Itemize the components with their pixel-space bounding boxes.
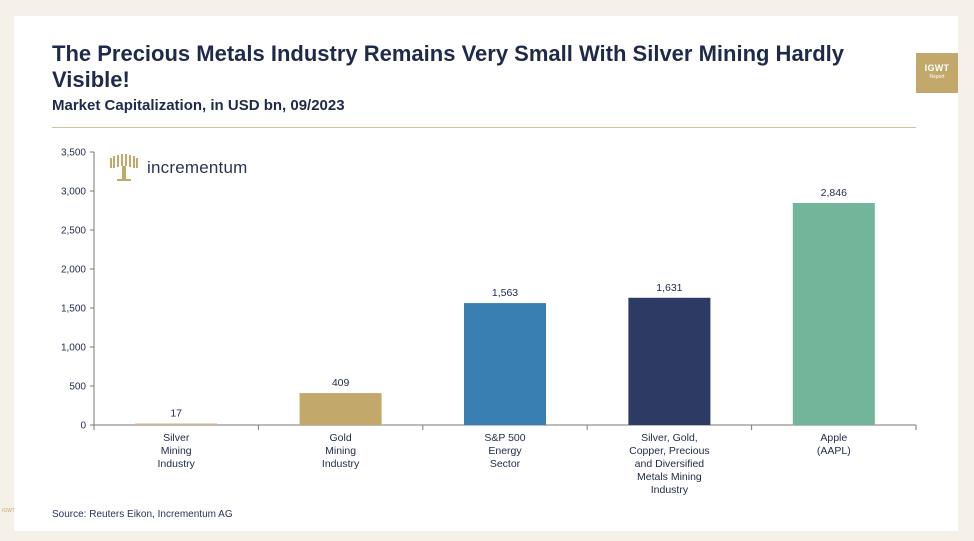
bar <box>628 297 711 425</box>
y-tick-label: 2,500 <box>61 226 86 237</box>
x-category-label-line: Mining <box>325 445 356 457</box>
y-tick-label: 1,000 <box>61 343 86 354</box>
x-category-label-line: Gold <box>330 432 352 444</box>
bar-value-label: 2,846 <box>821 187 847 199</box>
x-category-label-line: Industry <box>322 458 360 470</box>
chart-title: The Precious Metals Industry Remains Ver… <box>52 41 845 92</box>
x-category-label-line: Sector <box>490 458 521 470</box>
bar-value-label: 17 <box>170 408 182 420</box>
logo-wordmark: incrementum <box>147 158 248 177</box>
bar <box>299 393 382 425</box>
x-category-label-line: Apple <box>820 432 847 444</box>
corner-watermark: IGWT <box>2 508 16 514</box>
x-category-label-line: S&P 500 <box>484 432 525 444</box>
x-category-label-line: Copper, Precious <box>629 445 710 457</box>
bar <box>464 303 546 425</box>
y-tick-label: 500 <box>69 382 86 393</box>
x-category-label: Gold Mining Industry <box>322 432 360 470</box>
bar <box>135 423 218 425</box>
badge-subtitle: Report <box>929 74 945 80</box>
x-category-label: Silver Mining Industry <box>158 432 196 470</box>
bar-value-label: 409 <box>332 377 350 389</box>
x-category-label-line: Metals Mining <box>637 471 702 483</box>
y-tick-label: 1,500 <box>61 304 86 315</box>
source-note: Source: Reuters Eikon, Incrementum AG <box>52 509 233 520</box>
chart-subtitle: Market Capitalization, in USD bn, 09/202… <box>52 97 345 114</box>
x-category-label-line: Industry <box>158 458 196 470</box>
y-tick-label: 0 <box>80 421 86 432</box>
x-category-label-line: Industry <box>651 484 689 496</box>
x-category-label: S&P 500 Energy Sector <box>484 432 525 470</box>
badge-title: IGWT <box>924 63 950 73</box>
x-category-label-line: Silver <box>163 432 190 444</box>
incrementum-logo: incrementum <box>109 154 247 182</box>
bar-value-label: 1,631 <box>656 282 682 294</box>
x-category-label-line: Mining <box>161 445 192 457</box>
bar-value-label: 1,563 <box>492 287 518 299</box>
x-category-label: Silver, Gold, Copper, Precious and Diversi… <box>629 432 710 496</box>
tree-logo-icon <box>110 154 138 181</box>
bar <box>792 203 875 425</box>
title-divider <box>52 127 916 128</box>
bar-chart: 0 500 1,000 1,500 2,000 2,500 3,000 3,500 17 Silv… <box>61 148 917 496</box>
chart-card: The Precious Metals Industry Remains Ver… <box>14 16 958 531</box>
y-tick-label: 3,000 <box>61 187 86 198</box>
x-category-label: Apple (AAPL) <box>817 432 851 457</box>
x-category-label-line: Silver, Gold, <box>641 432 698 444</box>
y-tick-label: 3,500 <box>61 148 86 159</box>
x-category-label-line: and Diversified <box>635 458 705 470</box>
x-category-label-line: (AAPL) <box>817 445 851 457</box>
igwt-report-badge: IGWT Report <box>916 53 958 93</box>
x-category-label-line: Energy <box>488 445 522 457</box>
y-tick-label: 2,000 <box>61 265 86 276</box>
